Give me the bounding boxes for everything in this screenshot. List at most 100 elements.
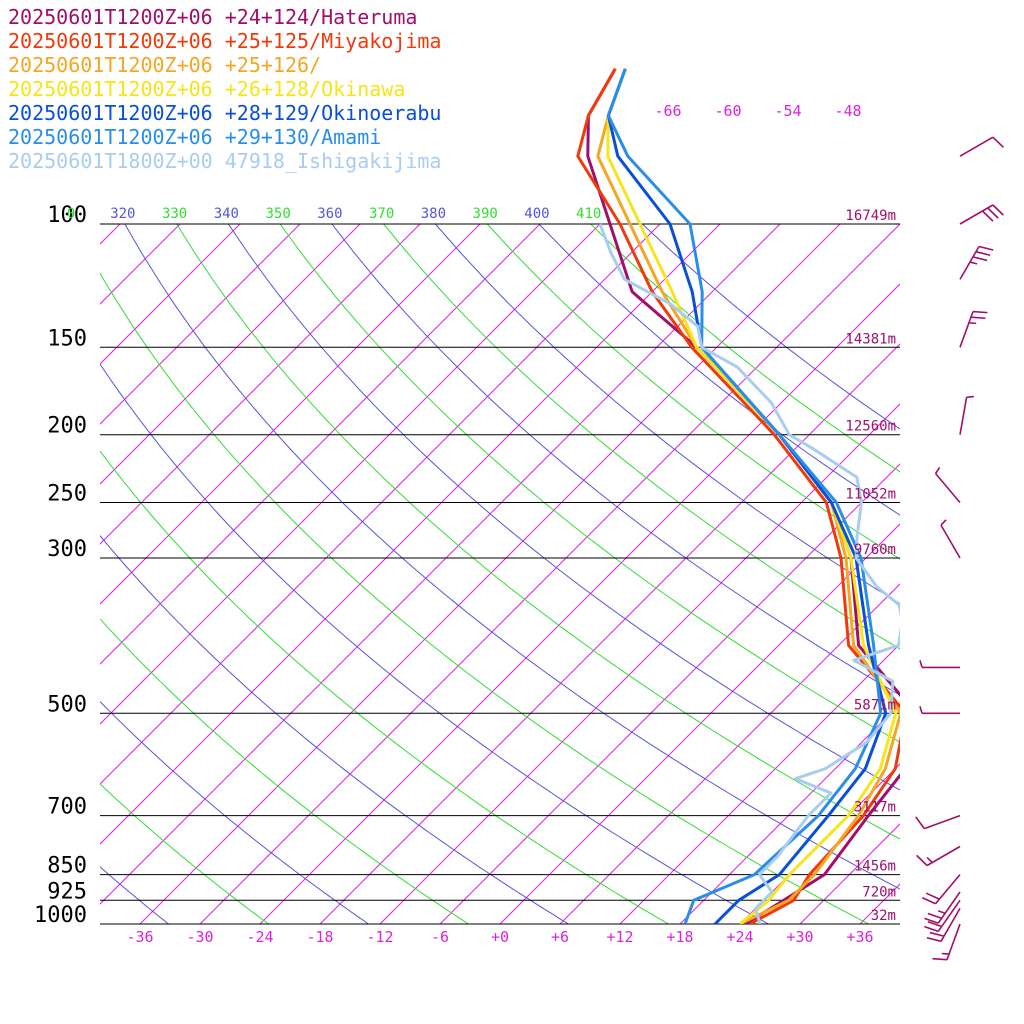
wind-barb [959,136,1004,157]
pressure-label: 500 [47,692,87,717]
temperature-tick-label: -30 [186,928,213,946]
pressure-label: 700 [47,795,87,820]
pressure-label: 925 [47,879,87,904]
legend-entry: 20250601T1200Z+06 +29+130/Amami [8,125,381,149]
height-label: 9760m [854,542,896,558]
isotherm-line [100,224,541,665]
sounding-profiles [576,67,900,924]
pressure-label: 200 [47,414,87,439]
isotherm-label: -66 [654,102,681,120]
isotherm-line [379,403,900,924]
dry-adiabat-lines [100,224,900,924]
isotherm-label: -60 [714,102,741,120]
wind-barb [959,245,994,280]
pressure-label: 150 [47,326,87,351]
isotherm-line [799,823,900,924]
wind-barb [924,891,961,924]
theta-label: 410 [576,206,601,222]
isotherm-label: -54 [774,102,801,120]
legend-entry: 20250601T1800Z+00 47918_Ishigakijima [8,149,441,173]
dry-adiabat-line [227,224,900,791]
isotherm-line [499,523,900,924]
theta-label: 330 [162,206,187,222]
isotherm-line [100,224,481,605]
dry-adiabat-line [486,224,900,560]
isotherm-line [100,224,361,485]
isotherm-line [920,224,1024,924]
isotherm-line [559,583,900,924]
theta-label: 340 [214,206,239,222]
wind-barb [916,845,961,867]
theta-label: 400 [524,206,549,222]
pressure-label: 100 [47,203,87,228]
temperature-tick-label: +18 [666,928,693,946]
isotherm-line [739,763,900,924]
dry-adiabat-line [176,224,900,840]
height-label: 32m [871,908,896,924]
height-label: 3117m [854,800,896,816]
axis-labels: 100 16749m 150 14381m 200 12560m 250 11052m 300 9… [34,102,896,946]
dry-adiabat-line [100,450,669,924]
temperature-tick-label: -12 [366,928,393,946]
isotherm-line [859,883,900,924]
wind-barb [926,908,961,943]
isotherm-line [139,224,841,924]
temperature-tick-label: +6 [551,928,569,946]
isotherm-line [100,224,421,545]
isotherm-label: -48 [834,102,861,120]
temperature-tick-label: +24 [726,928,753,946]
temperature-tick-label: +30 [786,928,813,946]
isotherm-line [100,224,601,725]
legend-entry: 20250601T1200Z+06 +25+126/ [8,53,321,77]
theta-label: 320 [110,206,135,222]
wind-barb [919,660,960,669]
legend-entry: 20250601T1200Z+06 +26+128/Okinawa [8,77,405,101]
pressure-label: 300 [47,537,87,562]
theta-label: 390 [473,206,498,222]
isotherm-lines [100,224,1024,924]
isotherm-line [100,224,181,305]
legend-entry: 20250601T1200Z+06 +28+129/Okinoerabu [8,101,441,125]
series-line [598,223,900,924]
isotherm-line [100,224,661,785]
theta-label: 350 [265,206,290,222]
wind-barb [940,519,961,559]
height-label: 5871m [854,697,896,713]
isotherm-line [199,224,900,924]
height-label: 16749m [845,208,896,224]
temperature-tick-label: -6 [431,928,449,946]
temperature-tick-label: +36 [846,928,873,946]
series-line [606,68,888,924]
height-label: 720m [862,884,896,900]
temperature-tick-label: -36 [126,928,153,946]
isotherm-line [679,703,900,924]
height-label: 12560m [845,419,896,435]
dry-adiabat-line [279,224,900,743]
wind-barb [915,814,961,830]
wind-barb [959,395,974,435]
isotherm-line [100,224,721,845]
isotherm-line [319,343,900,924]
wind-barb [921,874,961,905]
wind-barb [919,706,960,715]
legend-entry: 20250601T1200Z+06 +25+125/Miyakojima [8,29,441,53]
isotherm-line [100,224,301,425]
isotherm-line [619,643,900,924]
isotherm-line [100,224,241,365]
theta-label: 0 [67,206,75,222]
theta-label: 360 [317,206,342,222]
wind-barbs [915,136,1004,961]
pressure-label: 1000 [34,903,87,928]
theta-label: 370 [369,206,394,222]
series-line [596,68,900,924]
height-label: 11052m [845,487,896,503]
pressure-label: 250 [47,482,87,507]
isobar-lines [100,223,900,925]
temperature-tick-label: -24 [246,928,273,946]
wind-barb [932,923,961,961]
temperature-tick-label: -18 [306,928,333,946]
series-line [606,68,898,924]
isotherm-line [439,463,900,924]
legend-entry: 20250601T1200Z+06 +24+124/Hateruma [8,5,417,29]
